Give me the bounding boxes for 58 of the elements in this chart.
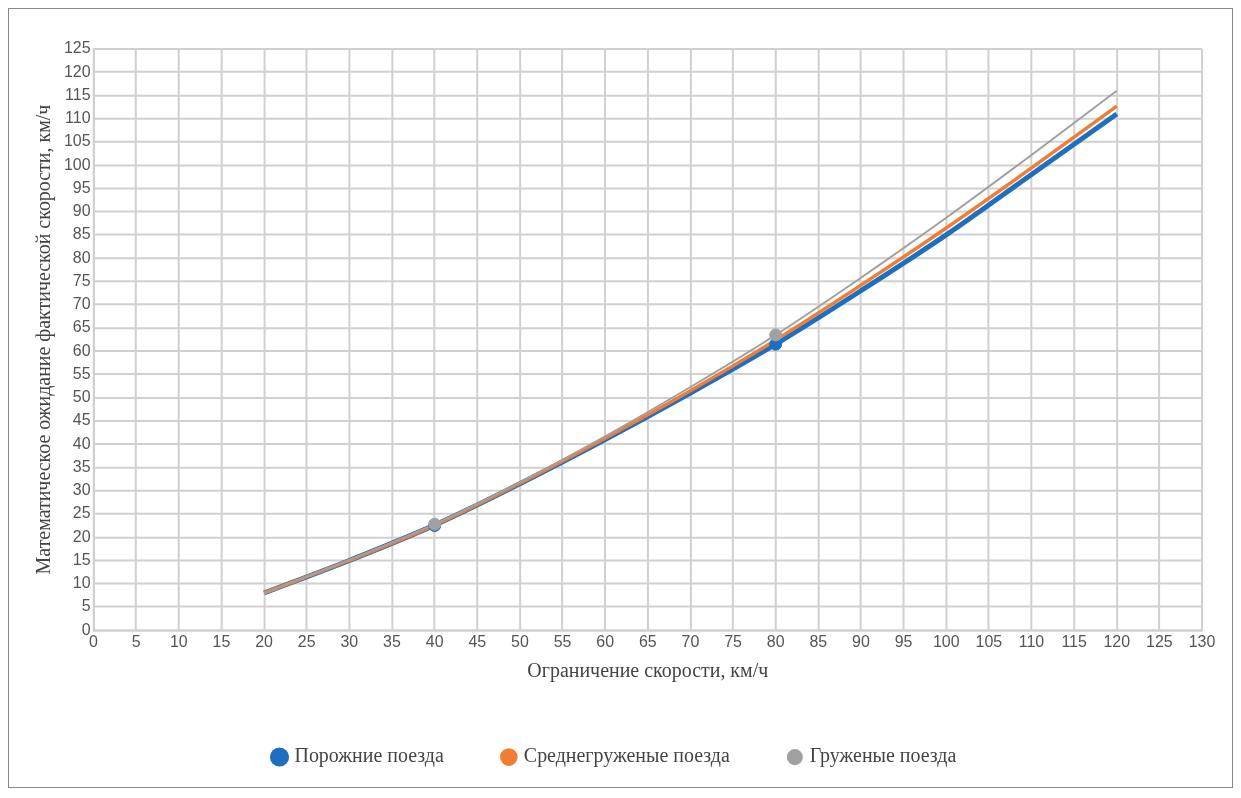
- y-tick-label: 40: [72, 434, 91, 452]
- y-tick-label: 70: [72, 295, 91, 313]
- x-tick-label: 105: [975, 633, 1003, 651]
- y-tick-label: 30: [72, 481, 91, 499]
- x-tick-label: 75: [724, 633, 743, 651]
- y-tick-label: 105: [63, 132, 91, 150]
- x-tick-label: 85: [809, 633, 828, 651]
- y-tick-label: 110: [65, 109, 91, 127]
- y-tick-label: 60: [72, 341, 91, 359]
- y-tick-label: 95: [72, 178, 91, 196]
- x-tick-label: 35: [383, 633, 401, 651]
- x-tick-label: 30: [340, 633, 359, 651]
- x-tick-label: 110: [1018, 633, 1045, 651]
- x-tick-label: 90: [852, 633, 870, 651]
- y-tick-label: 0: [81, 620, 91, 638]
- x-tick-label: 80: [766, 633, 785, 651]
- legend-label: Среднегруженые поезда: [523, 744, 730, 768]
- x-tick-label: 100: [932, 633, 960, 651]
- x-tick-label: 10: [169, 633, 188, 651]
- y-tick-label: 85: [72, 225, 91, 243]
- x-tick-label: 70: [681, 633, 700, 651]
- y-axis-title: Математическое ожидание фактической скорости, км/ч: [32, 104, 56, 575]
- y-tick-label: 115: [65, 85, 91, 103]
- x-tick-label: 55: [553, 633, 572, 651]
- y-tick-label: 100: [63, 155, 91, 173]
- x-tick-label: 40: [425, 633, 444, 651]
- y-tick-label: 5: [81, 597, 91, 615]
- point: [769, 328, 783, 342]
- y-tick-label: 125: [63, 39, 91, 57]
- x-tick-label: 5: [131, 633, 141, 651]
- y-tick-label: 15: [72, 550, 91, 568]
- y-tick-label: 65: [72, 318, 91, 336]
- x-tick-label: 130: [1188, 633, 1216, 651]
- x-tick-label: 45: [468, 633, 487, 651]
- x-tick-label: 125: [1146, 633, 1173, 651]
- y-tick-label: 45: [72, 411, 91, 429]
- y-tick-label: 120: [63, 62, 91, 80]
- y-tick-label: 55: [72, 364, 91, 382]
- x-tick-label: 115: [1061, 633, 1087, 651]
- x-tick-label: 20: [255, 633, 274, 651]
- y-tick-label: 35: [72, 457, 91, 475]
- y-tick-label: 25: [72, 504, 91, 522]
- y-tick-label: 20: [72, 527, 91, 545]
- x-tick-label: 65: [638, 633, 657, 651]
- legend-label: Порожние поезда: [294, 744, 444, 768]
- x-tick-label: 25: [297, 633, 316, 651]
- x-tick-label: 120: [1103, 633, 1131, 651]
- y-tick-label: 75: [72, 271, 91, 289]
- y-tick-label: 10: [72, 574, 91, 592]
- legend-label: Груженые поезда: [809, 744, 957, 768]
- x-tick-label: 50: [511, 633, 529, 651]
- x-axis-title: Ограничение скорости, км/ч: [527, 658, 769, 682]
- x-tick-label: 60: [596, 633, 615, 651]
- y-tick-label: 50: [72, 388, 91, 406]
- y-tick-label: 80: [72, 248, 91, 266]
- x-tick-label: 15: [212, 633, 231, 651]
- x-tick-label: 95: [894, 633, 913, 651]
- y-tick-label: 90: [72, 202, 91, 220]
